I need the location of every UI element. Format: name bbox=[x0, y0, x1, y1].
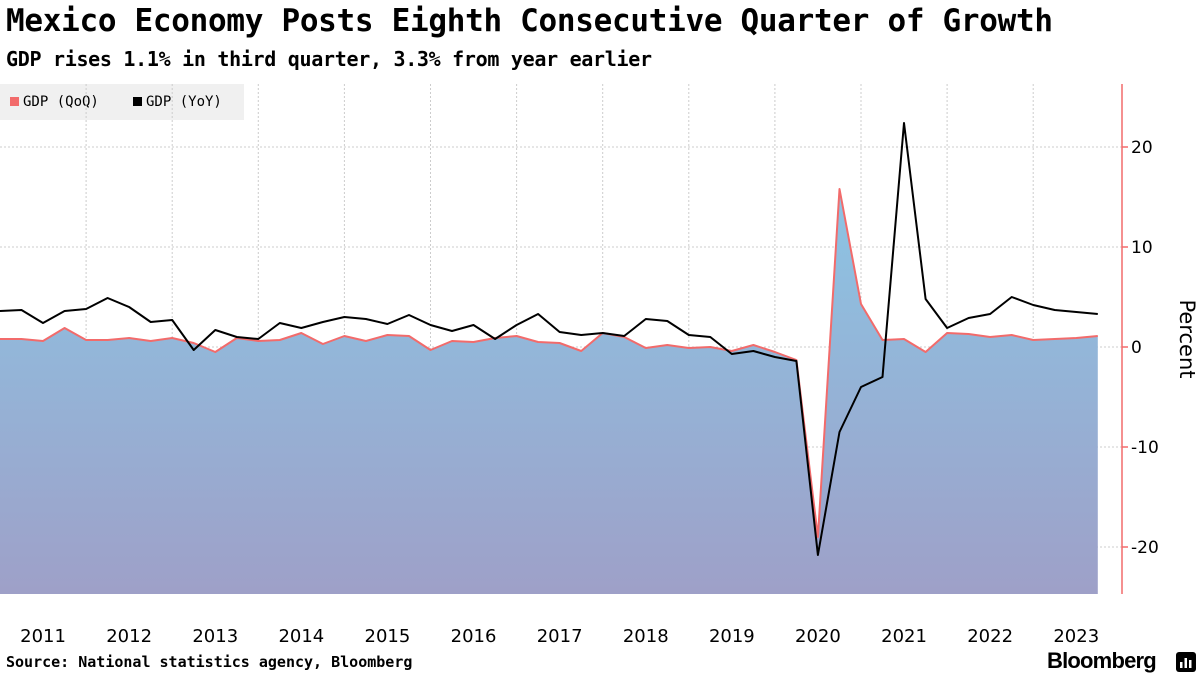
source-note: Source: National statistics agency, Bloo… bbox=[6, 653, 413, 671]
x-tick-label: 2012 bbox=[106, 626, 152, 647]
x-tick-label: 2019 bbox=[709, 626, 755, 647]
legend-item-yoy: GDP (YoY) bbox=[133, 94, 222, 110]
legend-label-yoy: GDP (YoY) bbox=[146, 94, 222, 110]
y-tick-label: -10 bbox=[1131, 438, 1159, 458]
bloomberg-chart-icon bbox=[1176, 652, 1196, 672]
yoy-line bbox=[0, 122, 1098, 556]
x-tick-label: 2015 bbox=[365, 626, 411, 647]
x-tick-label: 2018 bbox=[623, 626, 669, 647]
qoq-line bbox=[0, 188, 1098, 538]
y-tick-label: 0 bbox=[1131, 338, 1142, 358]
x-tick-label: 2011 bbox=[20, 626, 66, 647]
y-tick-label: 10 bbox=[1131, 238, 1153, 258]
x-tick-label: 2022 bbox=[967, 626, 1013, 647]
x-tick-label: 2013 bbox=[192, 626, 238, 647]
x-tick-label: 2023 bbox=[1053, 626, 1099, 647]
legend-swatch-yoy bbox=[133, 97, 142, 106]
legend: GDP (QoQ) GDP (YoY) bbox=[0, 84, 244, 120]
y-axis-title: Percent bbox=[1175, 299, 1199, 378]
y-tick-label: -20 bbox=[1131, 538, 1159, 558]
chart-subtitle: GDP rises 1.1% in third quarter, 3.3% fr… bbox=[6, 47, 652, 71]
x-tick-label: 2017 bbox=[537, 626, 583, 647]
bloomberg-logo: Bloomberg bbox=[1047, 648, 1157, 673]
x-tick-label: 2020 bbox=[795, 626, 841, 647]
chart-title: Mexico Economy Posts Eighth Consecutive … bbox=[6, 3, 1053, 39]
x-tick-label: 2021 bbox=[881, 626, 927, 647]
y-tick-label: 20 bbox=[1131, 138, 1153, 158]
qoq-area bbox=[0, 189, 1098, 594]
legend-swatch-qoq bbox=[10, 97, 19, 106]
x-tick-label: 2014 bbox=[278, 626, 324, 647]
x-tick-label: 2016 bbox=[451, 626, 497, 647]
legend-item-qoq: GDP (QoQ) bbox=[10, 94, 99, 110]
legend-label-qoq: GDP (QoQ) bbox=[23, 94, 99, 110]
